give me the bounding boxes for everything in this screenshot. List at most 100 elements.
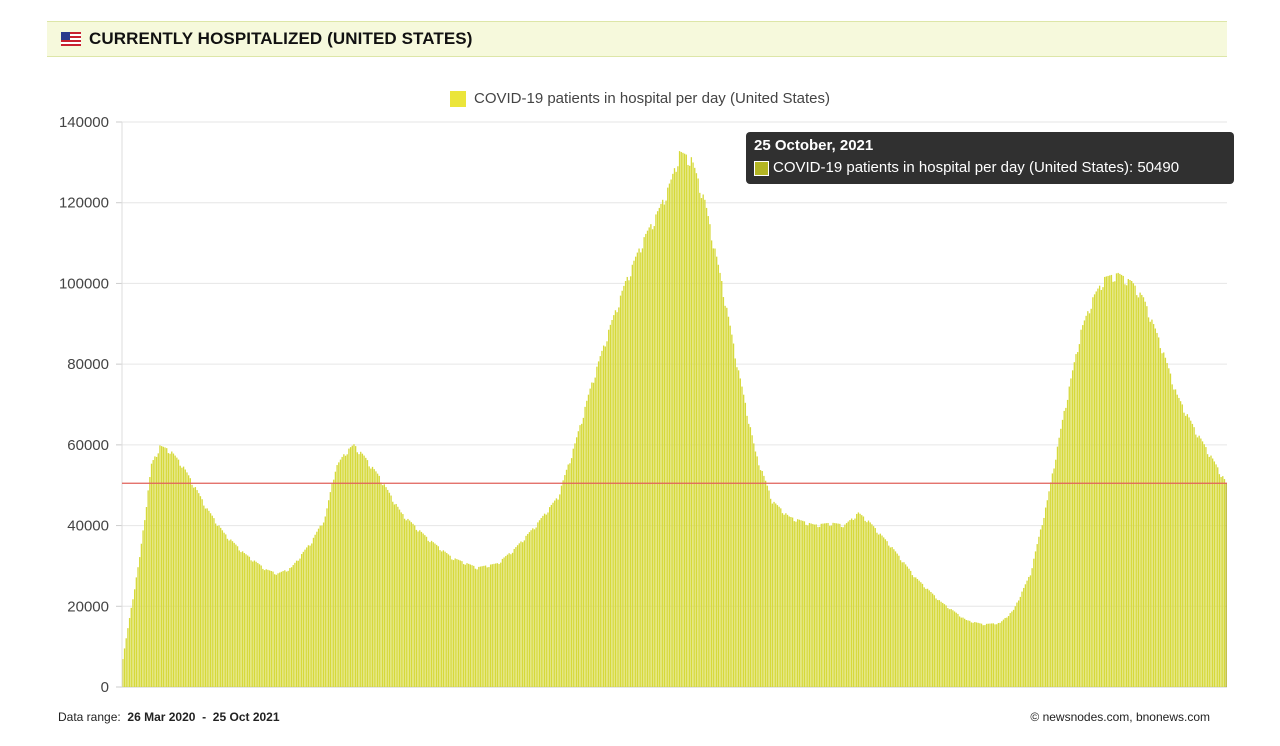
bar[interactable] bbox=[466, 563, 468, 687]
bar[interactable] bbox=[972, 622, 974, 687]
bar[interactable] bbox=[270, 571, 272, 687]
bar[interactable] bbox=[957, 613, 959, 687]
bar[interactable] bbox=[528, 532, 531, 687]
bar[interactable] bbox=[430, 540, 433, 687]
bar[interactable] bbox=[295, 560, 298, 687]
bar[interactable] bbox=[999, 622, 1001, 687]
bar[interactable] bbox=[555, 498, 558, 687]
bar[interactable] bbox=[807, 525, 809, 687]
bar[interactable] bbox=[665, 200, 667, 688]
bar[interactable] bbox=[328, 500, 330, 687]
bar[interactable] bbox=[447, 554, 450, 687]
bar[interactable] bbox=[646, 230, 649, 687]
bar[interactable] bbox=[324, 516, 326, 687]
bar[interactable] bbox=[427, 540, 429, 687]
bar[interactable] bbox=[1225, 483, 1227, 687]
bar[interactable] bbox=[835, 523, 838, 687]
bar[interactable] bbox=[469, 564, 472, 687]
bar[interactable] bbox=[969, 620, 971, 687]
bar[interactable] bbox=[854, 518, 856, 687]
bar[interactable] bbox=[800, 520, 802, 687]
bar[interactable] bbox=[331, 484, 333, 687]
bar[interactable] bbox=[393, 504, 396, 688]
bar[interactable] bbox=[346, 454, 348, 687]
bar[interactable] bbox=[606, 341, 608, 687]
bar[interactable] bbox=[1212, 458, 1214, 687]
bar[interactable] bbox=[886, 541, 888, 687]
bar[interactable] bbox=[764, 480, 767, 687]
bar[interactable] bbox=[142, 530, 144, 687]
bar[interactable] bbox=[1016, 602, 1018, 687]
bar[interactable] bbox=[883, 537, 885, 687]
bar[interactable] bbox=[343, 454, 345, 687]
bar[interactable] bbox=[1104, 276, 1106, 687]
bar[interactable] bbox=[834, 523, 836, 687]
bar[interactable] bbox=[1097, 288, 1099, 687]
bar[interactable] bbox=[378, 475, 380, 687]
bar[interactable] bbox=[763, 475, 765, 687]
bar[interactable] bbox=[179, 465, 181, 687]
bar[interactable] bbox=[609, 324, 612, 687]
bar[interactable] bbox=[1092, 297, 1094, 687]
bar[interactable] bbox=[1158, 337, 1160, 687]
bar[interactable] bbox=[236, 546, 239, 687]
bar[interactable] bbox=[139, 557, 141, 687]
bar[interactable] bbox=[862, 516, 865, 687]
bar[interactable] bbox=[208, 510, 210, 687]
bar[interactable] bbox=[707, 216, 709, 688]
bar[interactable] bbox=[493, 563, 495, 687]
bar[interactable] bbox=[540, 518, 542, 687]
bar[interactable] bbox=[940, 601, 942, 687]
bar[interactable] bbox=[970, 622, 973, 687]
bar[interactable] bbox=[169, 453, 171, 687]
bar[interactable] bbox=[176, 457, 178, 687]
bar[interactable] bbox=[137, 567, 139, 687]
bar[interactable] bbox=[872, 526, 875, 687]
bar[interactable] bbox=[284, 570, 286, 687]
bar[interactable] bbox=[280, 571, 283, 687]
bar[interactable] bbox=[253, 560, 256, 687]
bar[interactable] bbox=[365, 457, 367, 687]
bar[interactable] bbox=[1164, 357, 1167, 687]
bar[interactable] bbox=[329, 492, 332, 687]
bar[interactable] bbox=[818, 526, 821, 687]
bar[interactable] bbox=[152, 460, 154, 687]
bar[interactable] bbox=[387, 489, 389, 687]
bar[interactable] bbox=[618, 307, 620, 687]
bar[interactable] bbox=[333, 479, 335, 687]
bar[interactable] bbox=[182, 466, 185, 687]
bar[interactable] bbox=[861, 515, 863, 687]
bar[interactable] bbox=[395, 503, 397, 687]
bar[interactable] bbox=[653, 226, 655, 687]
bar[interactable] bbox=[584, 406, 586, 687]
bar[interactable] bbox=[193, 487, 195, 687]
bar[interactable] bbox=[1112, 281, 1114, 687]
bar[interactable] bbox=[157, 453, 159, 687]
bar[interactable] bbox=[589, 388, 591, 687]
bar[interactable] bbox=[705, 207, 708, 687]
bar[interactable] bbox=[586, 400, 588, 687]
bar[interactable] bbox=[930, 592, 932, 687]
bar[interactable] bbox=[1139, 292, 1141, 687]
bar[interactable] bbox=[893, 549, 895, 687]
bar[interactable] bbox=[658, 207, 660, 687]
bar[interactable] bbox=[739, 378, 741, 687]
bar[interactable] bbox=[290, 567, 293, 687]
bar[interactable] bbox=[773, 501, 775, 687]
bar[interactable] bbox=[214, 523, 217, 687]
bar[interactable] bbox=[1220, 477, 1222, 687]
bar[interactable] bbox=[228, 540, 230, 687]
bar[interactable] bbox=[292, 565, 294, 687]
bar[interactable] bbox=[1083, 320, 1086, 687]
bar[interactable] bbox=[567, 464, 569, 687]
bar[interactable] bbox=[1195, 434, 1197, 687]
bar[interactable] bbox=[823, 523, 826, 687]
bar[interactable] bbox=[515, 547, 517, 687]
bar[interactable] bbox=[166, 448, 168, 687]
bar[interactable] bbox=[545, 514, 547, 687]
bar[interactable] bbox=[604, 346, 606, 687]
bar[interactable] bbox=[1002, 619, 1005, 687]
bar[interactable] bbox=[1107, 275, 1109, 687]
bar[interactable] bbox=[866, 522, 868, 687]
bar[interactable] bbox=[1077, 352, 1079, 687]
